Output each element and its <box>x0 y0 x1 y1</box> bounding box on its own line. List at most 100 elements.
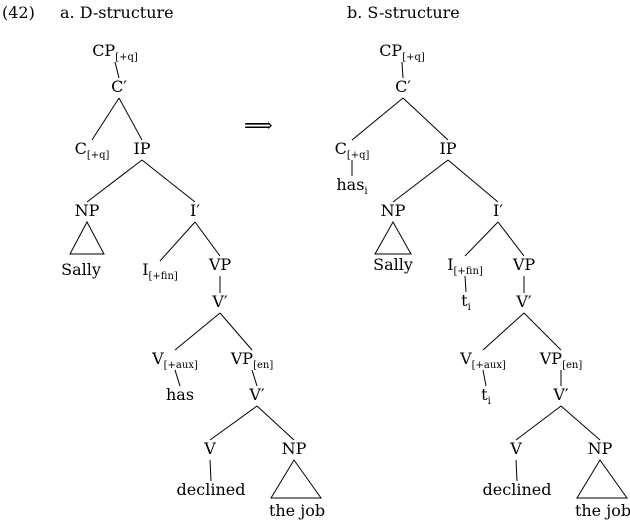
edge-d-ibar-i <box>159 221 196 262</box>
node-d-vaux-subscript: [+aux] <box>164 360 198 371</box>
node-s-vbar1: V′ <box>515 292 532 311</box>
node-s-v: V <box>509 439 522 458</box>
node-d-cbar: C′ <box>111 77 127 96</box>
node-s-i: I[+fin] <box>447 255 483 277</box>
edge-d-vbar2-v <box>209 405 258 441</box>
node-d-vp2-label: VP <box>230 349 254 368</box>
node-d-np1: NP <box>75 201 100 220</box>
edge-d-cbar-c <box>91 97 120 141</box>
node-s-ibar-label: I′ <box>493 201 503 220</box>
node-d-i-subscript: [+fin] <box>149 271 178 282</box>
node-s-vbar2: V′ <box>552 385 569 404</box>
edge-s-vbar2-v <box>515 405 562 441</box>
node-s-i-leaf-label: t <box>461 291 468 310</box>
node-s-cbar: C′ <box>395 77 411 96</box>
tree-edges <box>86 61 601 482</box>
edge-d-vbar2-np2 <box>256 405 295 441</box>
node-s-cp-label: CP <box>379 41 402 60</box>
node-d-vaux: V[+aux] <box>151 349 198 371</box>
edge-s-cbar-ip <box>402 97 449 141</box>
node-s-vaux-leaf-subscript: i <box>488 396 491 407</box>
edge-d-ip-ibar <box>141 159 196 203</box>
node-d-ip: IP <box>133 139 150 158</box>
node-s-v-label: V <box>509 439 522 458</box>
node-d-v-leaf-label: declined <box>177 480 246 499</box>
node-s-vaux-subscript: [+aux] <box>472 360 506 371</box>
node-s-vaux: V[+aux] <box>459 349 506 371</box>
edge-d-ip-np1 <box>86 159 143 203</box>
node-d-vbar2-label: V′ <box>248 385 265 404</box>
node-s-ibar: I′ <box>493 201 503 220</box>
edge-d-vp2-vbar2 <box>251 369 258 387</box>
node-d-cp: CP[+q] <box>92 41 138 63</box>
node-s-vp2-subscript: [en] <box>562 360 582 371</box>
node-d-ip-label: IP <box>133 139 150 158</box>
node-d-np2-leaf-label: the job <box>269 501 325 520</box>
node-s-c-leaf: hasi <box>336 175 367 197</box>
node-d-vp2-subscript: [en] <box>253 360 273 371</box>
node-d-c-label: C <box>75 139 87 158</box>
node-s-v-leaf: declined <box>483 480 552 499</box>
node-d-ibar: I′ <box>190 201 200 220</box>
node-s-vaux-leaf-label: t <box>481 385 488 404</box>
node-s-np2-label: NP <box>588 439 613 458</box>
node-s-c-subscript: [+q] <box>347 150 370 161</box>
node-d-ibar-label: I′ <box>190 201 200 220</box>
edge-s-vbar2-np2 <box>560 405 601 441</box>
node-s-vp1: VP <box>512 255 536 274</box>
edge-d-ibar-vp1 <box>194 221 221 257</box>
node-d-vp1-label: VP <box>208 255 232 274</box>
node-s-c: C[+q] <box>335 139 370 161</box>
node-s-c-leaf-subscript: i <box>364 186 367 197</box>
heading-s-structure: b. S-structure <box>347 3 460 22</box>
node-s-cbar-label: C′ <box>395 77 411 96</box>
node-d-vaux-leaf: has <box>166 385 194 404</box>
node-d-c: C[+q] <box>75 139 110 161</box>
node-d-c-subscript: [+q] <box>87 150 110 161</box>
edge-s-ibar-i <box>464 221 499 257</box>
edge-s-cbar-c <box>351 97 404 141</box>
node-s-vp2: VP[en] <box>539 349 583 371</box>
node-s-vaux-label: V <box>459 349 472 368</box>
node-d-vaux-leaf-label: has <box>166 385 194 404</box>
node-s-vaux-leaf: ti <box>481 385 491 407</box>
node-d-cp-subscript: [+q] <box>115 52 138 63</box>
edge-s-ip-ibar <box>447 159 499 203</box>
node-d-vbar2: V′ <box>248 385 265 404</box>
node-d-np1-leaf: Sally <box>61 260 101 279</box>
example-number: (42) <box>2 3 35 22</box>
triangle-d-np1 <box>69 220 105 255</box>
node-d-vbar1: V′ <box>211 292 228 311</box>
node-s-cp: CP[+q] <box>379 41 425 63</box>
node-d-vp1: VP <box>208 255 232 274</box>
derivation-arrow: ⟹ <box>244 113 273 137</box>
node-s-c-label: C <box>335 139 347 158</box>
heading-d-structure: a. D-structure <box>60 3 174 22</box>
node-s-np2-leaf-label: the job <box>575 501 630 520</box>
node-d-cp-label: CP <box>92 41 115 60</box>
edge-d-vbar1-vp2 <box>219 312 253 351</box>
node-d-cbar-label: C′ <box>111 77 127 96</box>
tree-triangles <box>69 220 628 499</box>
node-d-v: V <box>203 439 216 458</box>
edge-s-ip-np1 <box>392 159 449 203</box>
node-s-np1: NP <box>381 201 406 220</box>
edge-d-vaux-vaux_leaf <box>174 369 181 387</box>
node-s-i-subscript: [+fin] <box>454 266 483 277</box>
edge-d-v-v_leaf <box>209 459 212 482</box>
node-d-np2-label: NP <box>282 439 307 458</box>
node-d-np1-label: NP <box>75 201 100 220</box>
node-s-np1-leaf-label: Sally <box>373 255 413 274</box>
node-s-vbar2-label: V′ <box>552 385 569 404</box>
node-s-vp2-label: VP <box>539 349 563 368</box>
node-s-i-label: I <box>447 255 453 274</box>
edge-s-vaux-vaux_leaf <box>482 369 487 387</box>
node-s-c-leaf-label: has <box>336 175 364 194</box>
node-d-vbar1-label: V′ <box>211 292 228 311</box>
node-d-i: I[+fin] <box>142 260 178 282</box>
node-s-ip-label: IP <box>439 139 456 158</box>
node-s-np2: NP <box>588 439 613 458</box>
